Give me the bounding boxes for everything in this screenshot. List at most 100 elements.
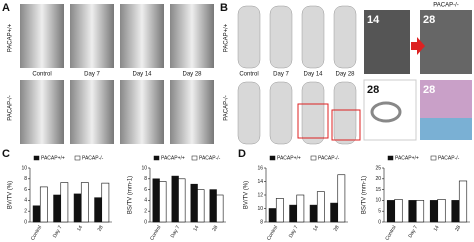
bar [101,182,110,223]
bar [39,186,48,223]
inset-label: 14 [367,14,380,26]
x-tick-label: Day 7 [288,224,300,239]
legend-swatch [191,155,198,161]
y-tick-label: 10 [21,165,27,171]
x-tick-label: Control [30,225,43,242]
bar [437,199,446,223]
x-tick-label: 14 [312,224,320,232]
legend-label: PACAP+/+ [277,155,301,161]
bar [159,181,167,223]
bone-images [237,5,472,145]
bar [53,194,62,223]
bar [209,189,217,223]
y-tick-label: 10 [375,198,381,204]
y-tick-label: 0 [144,219,147,225]
x-tick-label: Day 7 [170,224,182,239]
panel-label: C [2,148,10,160]
bar [94,197,103,223]
bar [289,204,298,223]
bar [451,200,460,223]
y-axis-label: BV/TV (%) [8,181,14,209]
inset-label: 28 [367,84,379,96]
bar [197,189,205,223]
legend-label: PACAP+/+ [41,155,65,161]
panel-label: B [220,2,228,14]
bar [386,200,396,223]
bar [171,175,179,223]
y-tick-label: 20 [375,176,381,182]
legend-swatch [153,155,160,161]
column-label: Control [239,72,258,78]
y-axis-label: BS/TV (mm-1) [362,176,368,214]
bar [296,194,305,223]
legend-label: PACAP+/+ [395,155,419,161]
y-tick-label: 10 [257,206,263,212]
bar [408,200,417,223]
column-label: Day 28 [335,72,355,78]
y-tick-label: 8 [24,176,27,182]
bar [178,178,186,223]
panel-label: D [238,148,246,160]
bar [73,193,82,223]
column-label: Day 14 [132,72,152,78]
y-tick-label: 25 [375,165,381,171]
y-tick-label: 6 [144,187,147,193]
x-tick-label: 28 [97,224,105,232]
legend-label: PACAP+/+ [161,155,185,161]
bar [394,199,403,223]
legend-label: PACAP-/- [318,155,340,161]
y-tick-label: 8 [260,219,263,225]
y-tick-label: 8 [144,176,147,182]
x-tick-label: Day 7 [407,224,419,239]
bar [458,180,468,223]
legend-label: PACAP-/- [438,155,460,161]
y-axis-label: BS/TV (mm-1) [128,176,134,214]
bar [268,208,277,223]
bar [337,174,346,223]
y-tick-label: 5 [378,209,381,215]
micro-ct-images [20,4,214,144]
column-label: Day 28 [182,72,202,78]
x-tick-label: Control [149,225,162,242]
y-tick-label: 0 [378,219,381,225]
bar [316,191,325,223]
bar [190,183,198,223]
y-tick-label: 15 [375,187,381,193]
y-tick-label: 14 [257,179,263,185]
column-label: Day 14 [303,72,323,78]
legend-swatch [269,155,276,161]
legend-label: PACAP-/- [82,155,104,161]
row-label: PACAP-/- [8,95,14,121]
row-label: PACAP+/+ [224,23,230,52]
row-label: PACAP+/+ [8,23,14,52]
x-tick-label: 28 [333,224,341,232]
column-label: Day 7 [84,72,100,78]
legend-swatch [430,155,437,161]
bar [275,198,284,223]
y-tick-label: 2 [144,209,147,215]
y-tick-label: 2 [24,209,27,215]
bar [415,200,425,223]
x-tick-label: 28 [211,224,219,232]
bar [80,182,89,223]
y-tick-label: 10 [141,165,147,171]
bar [152,178,160,223]
legend-swatch [387,155,394,161]
x-tick-label: 14 [433,224,441,232]
bar [32,205,41,223]
inset-label: 28 [423,84,435,96]
x-tick-label: Day 7 [52,224,64,239]
legend-swatch [310,155,317,161]
bar [330,202,339,223]
y-tick-label: 4 [144,198,147,204]
legend-swatch [33,155,40,161]
inset-title: PACAP-/- [433,3,459,9]
y-tick-label: 12 [257,192,263,198]
bar [309,204,318,223]
y-axis-label: BV/TV (%) [244,181,250,209]
y-tick-label: 0 [24,219,27,225]
row-label: PACAP-/- [224,95,230,121]
y-tick-label: 4 [24,198,27,204]
x-tick-label: Control [266,225,279,242]
